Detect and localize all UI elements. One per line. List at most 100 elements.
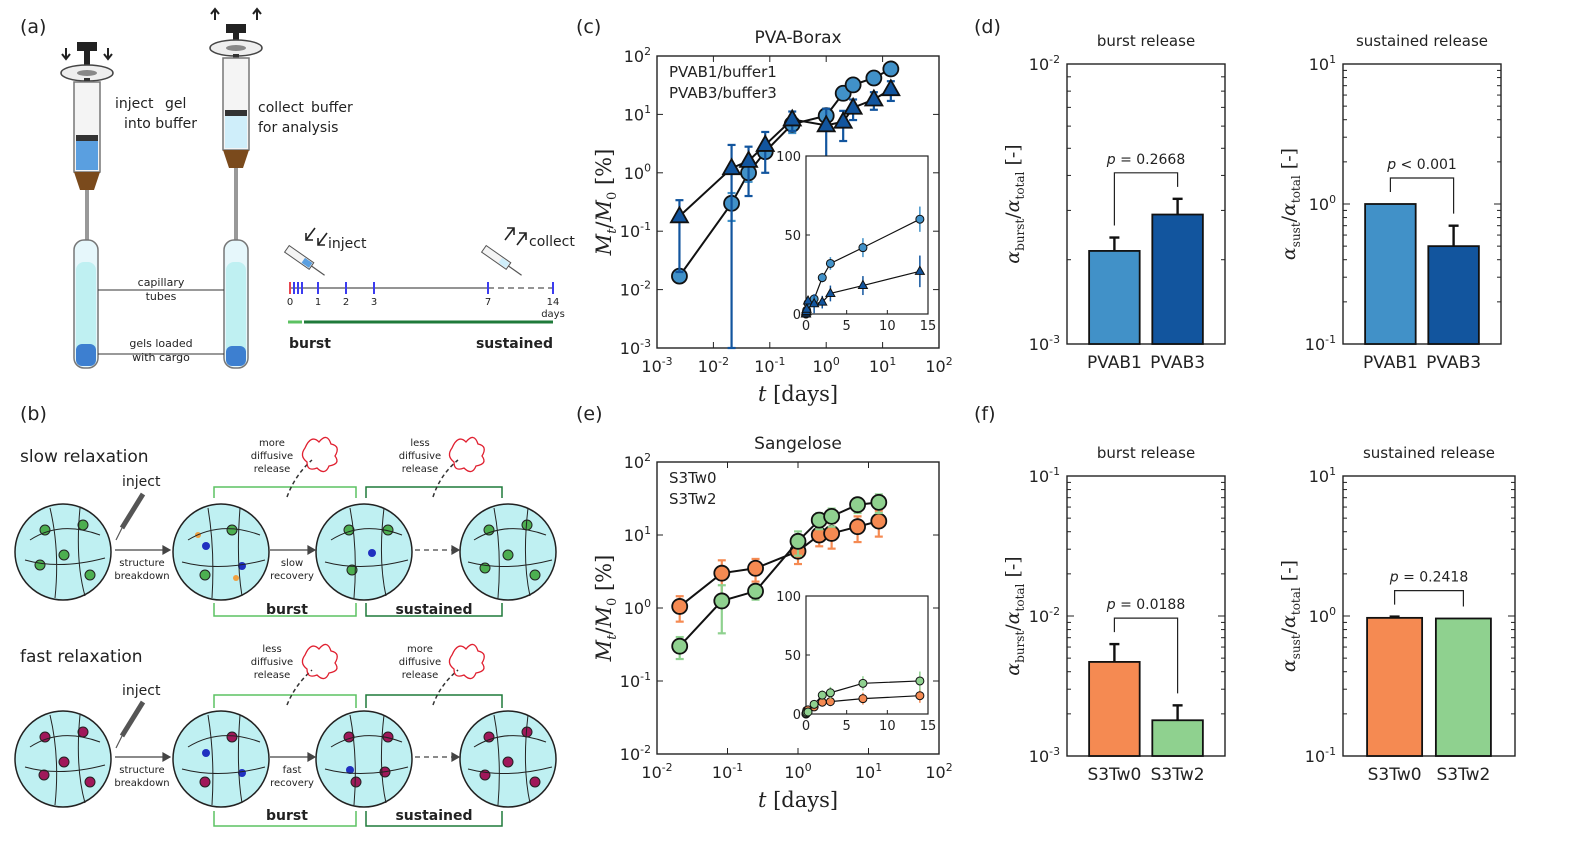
p-value-label: p = 0.2668 xyxy=(1106,152,1186,168)
significance-bracket xyxy=(1394,590,1464,607)
x-category-label: S3Tw0 xyxy=(1087,765,1141,785)
slow-relaxation-title: slow relaxation xyxy=(20,447,149,467)
bar-PVAB3 xyxy=(1151,213,1204,345)
inset-point-PVAB3/buffer3 xyxy=(802,295,814,305)
inset-point-S3Tw2 xyxy=(809,699,819,709)
data-point-PVAB3/buffer3 xyxy=(863,88,884,107)
tl-collect: collect xyxy=(529,234,575,250)
y-tick-label: 10-1 xyxy=(1029,465,1060,486)
x-category-label: PVAB3 xyxy=(1426,353,1481,373)
collect-line2: for analysis xyxy=(258,120,338,136)
data-point-S3Tw0 xyxy=(823,525,841,542)
data-point-S3Tw2 xyxy=(789,532,807,550)
bar-S3Tw0 xyxy=(1366,616,1424,757)
inset-point-S3Tw2 xyxy=(858,678,868,688)
inset-x-tick-label: 0 xyxy=(802,719,810,734)
network-row-slow xyxy=(14,503,557,601)
data-point-PVAB3/buffer3 xyxy=(755,134,776,152)
fast-relaxation-title: fast relaxation xyxy=(20,647,143,667)
p-value-label: p < 0.001 xyxy=(1386,157,1457,173)
bar-PVAB1 xyxy=(1364,203,1417,345)
x-tick-label: 10-1 xyxy=(712,761,743,782)
syringe-icon xyxy=(60,42,114,250)
b-structure-2a: structure xyxy=(119,765,164,776)
b-structure-2b: breakdown xyxy=(114,778,169,789)
inset-y-tick-label: 0 xyxy=(793,708,801,723)
y-axis-label: Mt/M0 [%] xyxy=(592,555,620,663)
y-tick-label: 10-2 xyxy=(620,278,651,299)
small-syringe-icon-2 xyxy=(480,244,522,276)
data-point-PVAB3/buffer3 xyxy=(721,157,742,176)
small-syringe-icon xyxy=(283,244,325,276)
y-tick-label: 10-1 xyxy=(1305,745,1336,766)
y-tick-label: 100 xyxy=(624,162,651,183)
b-inject-1: inject xyxy=(122,474,161,490)
chart-f2: sustained release 10-1 100 101 S3Tw0 S3Tw2 p =… xyxy=(1278,444,1516,785)
data-point-S3Tw2 xyxy=(747,582,764,600)
inset-x-tick-label: 5 xyxy=(843,319,851,334)
y-axis-label: αburst/αtotal [-] xyxy=(1002,144,1027,263)
data-point-PVAB3/buffer3 xyxy=(816,114,837,133)
b-less-2: less xyxy=(262,644,281,655)
inset-point-PVAB1/buffer1 xyxy=(915,214,925,224)
y-axis-label: αburst/αtotal [-] xyxy=(1002,556,1027,675)
x-category-label: S3Tw2 xyxy=(1151,765,1205,785)
x-tick-label: 100 xyxy=(813,355,840,376)
b-more-2: more xyxy=(407,644,433,655)
tl-sustained: sustained xyxy=(476,336,553,352)
data-point-PVAB3/buffer3 xyxy=(782,108,803,127)
y-axis-label: Mt/M0 [%] xyxy=(592,149,620,257)
y-tick-label: 100 xyxy=(1309,193,1336,214)
inject-rest: gel xyxy=(165,96,186,112)
inset-point-PVAB1/buffer1 xyxy=(858,243,868,253)
y-tick-label: 10-1 xyxy=(620,670,651,691)
y-tick-label: 10-3 xyxy=(1029,333,1060,354)
panel-a-schematic: inject gel into buffer collect buffer fo… xyxy=(60,7,575,369)
b-diffusive-3: diffusive xyxy=(251,657,293,668)
tl-tick-2: 2 xyxy=(343,297,349,308)
inset-point-S3Tw2 xyxy=(915,676,925,686)
inset-x-tick-label: 15 xyxy=(920,719,937,734)
y-tick-label: 10-3 xyxy=(620,337,651,358)
y-tick-label: 10-1 xyxy=(1305,333,1336,354)
b-fast-rec-1: fast xyxy=(283,765,302,776)
b-diffusive-2: diffusive xyxy=(399,451,441,462)
inset-point-S3Tw2 xyxy=(817,690,827,700)
tl-tick-0: 0 xyxy=(287,297,293,308)
b-sustained-2: sustained xyxy=(395,808,472,824)
inset-y-tick-label: 0 xyxy=(793,308,801,323)
y-tick-label: 101 xyxy=(1309,465,1336,486)
inset-x-tick-label: 10 xyxy=(879,719,896,734)
chart-title: burst release xyxy=(1097,444,1195,462)
panel-label-d: (d) xyxy=(974,16,1001,38)
chart-f1: burst release 10-3 10-2 10-1 S3Tw0 S3Tw2 p = 0… xyxy=(1002,444,1226,785)
chart-title: burst release xyxy=(1097,32,1195,50)
chart-title: sustained release xyxy=(1356,32,1488,50)
tl-tick-7: 7 xyxy=(485,297,491,308)
x-tick-label: 10-2 xyxy=(698,355,729,376)
capillary-label-1: capillary xyxy=(138,276,185,289)
cargo-molecule-icon xyxy=(301,436,485,680)
b-burst-1: burst xyxy=(266,602,308,618)
inset-point-PVAB3/buffer3 xyxy=(914,265,926,275)
significance-bracket xyxy=(1113,172,1179,226)
data-point-PVAB1/buffer1 xyxy=(865,69,883,87)
gels-label-1: gels loaded xyxy=(129,337,192,350)
bar-PVAB1 xyxy=(1088,250,1141,345)
inset-point-S3Tw2 xyxy=(825,688,835,698)
inset-point-PVAB1/buffer1 xyxy=(825,258,835,268)
x-category-label: S3Tw0 xyxy=(1368,765,1422,785)
x-tick-label: 102 xyxy=(925,761,952,782)
b-syringe-icon xyxy=(115,492,146,749)
inset-point-PVAB1/buffer1 xyxy=(817,273,827,283)
x-tick-label: 10-2 xyxy=(641,761,672,782)
b-structure-1a: structure xyxy=(119,558,164,569)
bar-S3Tw0 xyxy=(1088,661,1141,757)
inset-point-PVAB3/buffer3 xyxy=(816,296,828,306)
bar-S3Tw2 xyxy=(1151,719,1204,757)
data-point-S3Tw2 xyxy=(671,637,689,655)
y-axis-label: αsust/αtotal [-] xyxy=(1278,148,1303,260)
b-more-1: more xyxy=(259,438,285,449)
legend-entry: S3Tw2 xyxy=(669,490,717,508)
